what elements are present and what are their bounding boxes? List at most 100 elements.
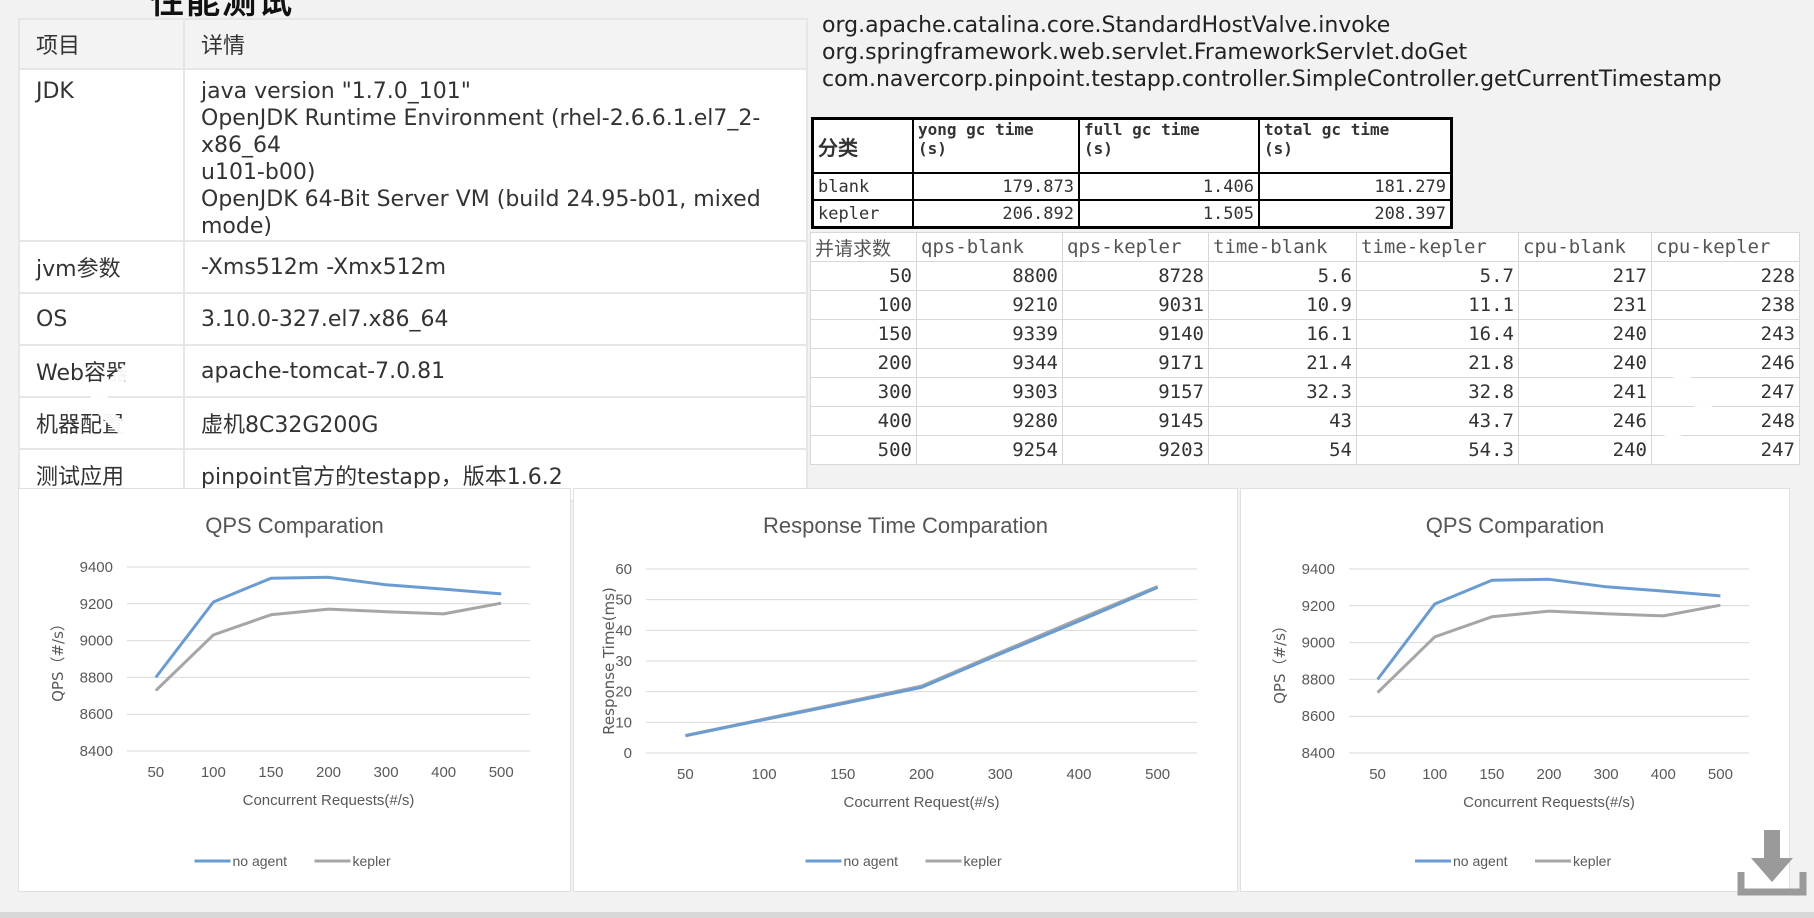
perf-cell: 200 (810, 348, 917, 378)
x-tick-label: 50 (1369, 766, 1386, 783)
legend-label: no agent (1453, 853, 1508, 869)
perf-cell: 9031 (1062, 290, 1209, 320)
x-tick-label: 100 (201, 764, 226, 781)
perf-cell: 11.1 (1356, 290, 1519, 320)
x-tick-label: 400 (1066, 766, 1091, 783)
gc-row: kepler 206.892 1.505 208.397 (811, 199, 1453, 229)
env-value: java version "1.7.0_101" OpenJDK Runtime… (183, 68, 808, 242)
legend-label: no agent (233, 853, 288, 869)
y-tick-label: 30 (615, 653, 632, 670)
perf-row: 300 9303 9157 32.3 32.8 241 247 (810, 377, 1800, 407)
stack-trace-text: org.apache.catalina.core.StandardHostVal… (822, 12, 1722, 93)
y-axis-label: QPS（#/s） (1271, 618, 1289, 704)
download-icon[interactable] (1737, 828, 1807, 898)
perf-header-row: 并请求数 qps-blank qps-kepler time-blank time-ke… (810, 232, 1800, 262)
perf-cell: 243 (1651, 319, 1800, 349)
y-tick-label: 60 (615, 561, 632, 578)
environment-table: 项目 详情 JDK java version "1.7.0_101" OpenJ… (18, 18, 808, 502)
env-row: jvm参数 -Xms512m -Xmx512m (18, 240, 808, 294)
y-tick-label: 0 (624, 745, 632, 762)
performance-table: 并请求数 qps-blank qps-kepler time-blank time-ke… (810, 232, 1800, 465)
chart-title: Response Time Comparation (763, 513, 1048, 538)
perf-cell: 50 (810, 261, 917, 291)
perf-cell: 16.1 (1208, 319, 1357, 349)
x-tick-label: 500 (1145, 766, 1170, 783)
chart-title: QPS Comparation (1426, 513, 1605, 538)
perf-cell: 241 (1518, 377, 1652, 407)
stack-line: com.navercorp.pinpoint.testapp.controlle… (822, 67, 1722, 92)
x-tick-label: 500 (489, 764, 514, 781)
x-axis-label: Cocurrent Request(#/s) (844, 794, 1000, 811)
y-tick-label: 40 (615, 622, 632, 639)
env-label: JDK (18, 68, 185, 242)
env-header-detail: 详情 (183, 18, 808, 70)
env-value: 3.10.0-327.el7.x86_64 (183, 292, 808, 346)
y-tick-label: 8400 (1302, 745, 1335, 762)
env-row-jdk: JDK java version "1.7.0_101" OpenJDK Run… (18, 68, 808, 242)
y-tick-label: 9400 (80, 559, 113, 576)
x-tick-label: 400 (1651, 766, 1676, 783)
jdk-line: OpenJDK Runtime Environment (rhel-2.6.6.… (201, 106, 761, 158)
perf-cell: 238 (1651, 290, 1800, 320)
perf-cell: 240 (1518, 435, 1652, 465)
env-row: 机器配置 虚机8C32G200G (18, 396, 808, 450)
x-tick-label: 150 (1479, 766, 1504, 783)
perf-cell: 9254 (916, 435, 1063, 465)
gc-cell: 181.279 (1258, 172, 1453, 201)
perf-cell: 16.4 (1356, 319, 1519, 349)
perf-cell: 217 (1518, 261, 1652, 291)
x-tick-label: 200 (1536, 766, 1561, 783)
legend-label: kepler (1573, 853, 1611, 869)
perf-row: 100 9210 9031 10.9 11.1 231 238 (810, 290, 1800, 320)
perf-cell: 5.6 (1208, 261, 1357, 291)
gc-cell: blank (811, 172, 914, 201)
chevron-right-icon[interactable] (1660, 360, 1720, 444)
stack-line: org.springframework.web.servlet.Framewor… (822, 40, 1468, 65)
chevron-left-icon[interactable] (82, 360, 142, 444)
perf-cell: 150 (810, 319, 917, 349)
y-tick-label: 8400 (80, 743, 113, 760)
perf-cell: 100 (810, 290, 917, 320)
perf-row: 150 9339 9140 16.1 16.4 240 243 (810, 319, 1800, 349)
series-line-no-agent (154, 575, 502, 679)
perf-cell: 32.8 (1356, 377, 1519, 407)
perf-cell: 8800 (916, 261, 1063, 291)
perf-cell: 228 (1651, 261, 1800, 291)
series-line-kepler (154, 601, 502, 692)
perf-header-cell: time-blank (1208, 232, 1357, 262)
y-tick-label: 9400 (1302, 561, 1335, 578)
gc-cell: 1.505 (1078, 199, 1260, 229)
qps-chart-left: QPS Comparation 9400 9200 9000 8800 8600 8400 5… (18, 488, 571, 892)
perf-cell: 8728 (1062, 261, 1209, 291)
env-label: OS (18, 292, 185, 346)
y-tick-label: 20 (615, 684, 632, 701)
gc-row: blank 179.873 1.406 181.279 (811, 172, 1453, 201)
x-tick-label: 300 (1594, 766, 1619, 783)
gc-cell: 179.873 (912, 172, 1080, 201)
chart-title: QPS Comparation (205, 513, 384, 538)
stack-line: org.apache.catalina.core.StandardHostVal… (822, 13, 1391, 38)
y-axis-label: Response Time(ms) (600, 587, 618, 735)
x-tick-label: 500 (1708, 766, 1733, 783)
slide-title-clipped: 性能测试 (150, 0, 294, 21)
gc-time-table: 分类 yong gc time (s) full gc time (s) tot… (811, 117, 1453, 229)
env-value: apache-tomcat-7.0.81 (183, 344, 808, 398)
perf-cell: 9157 (1062, 377, 1209, 407)
perf-cell: 9303 (916, 377, 1063, 407)
x-axis-label: Concurrent Requests(#/s) (243, 792, 415, 809)
jdk-line: java version "1.7.0_101" (201, 79, 471, 104)
x-axis-label: Concurrent Requests(#/s) (1463, 794, 1635, 811)
perf-cell: 248 (1651, 406, 1800, 436)
jdk-line: u101-b00) (201, 160, 316, 185)
perf-cell: 500 (810, 435, 917, 465)
y-tick-label: 9200 (1302, 598, 1335, 615)
x-tick-label: 100 (752, 766, 777, 783)
perf-header-cell: cpu-kepler (1651, 232, 1800, 262)
y-axis-label: QPS（#/s） (49, 616, 67, 702)
x-tick-label: 100 (1422, 766, 1447, 783)
env-row: OS 3.10.0-327.el7.x86_64 (18, 292, 808, 346)
response-time-chart: Response Time Comparation 60 50 40 30 20 10 0 50… (573, 488, 1238, 892)
perf-cell: 9203 (1062, 435, 1209, 465)
gc-cell: kepler (811, 199, 914, 229)
